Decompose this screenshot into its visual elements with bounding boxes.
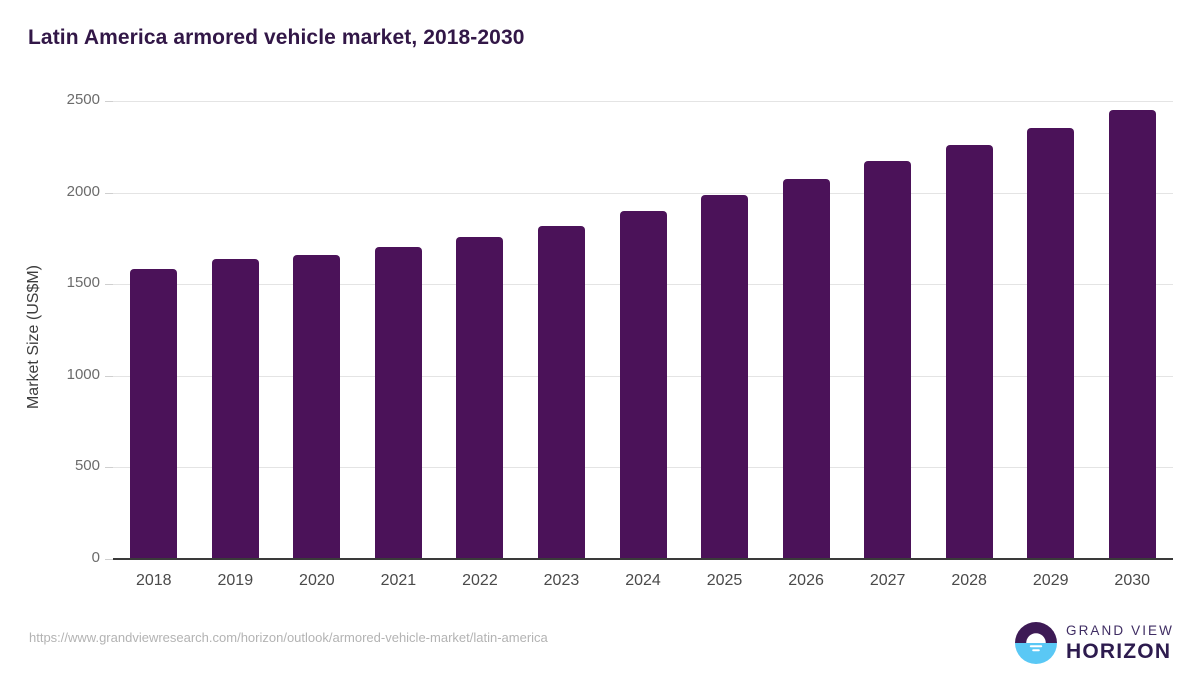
x-axis-tick-label: 2026	[788, 572, 824, 589]
bar[interactable]	[1027, 127, 1075, 559]
bar[interactable]	[374, 246, 422, 559]
bar[interactable]	[945, 144, 993, 559]
x-axis-tick-label: 2018	[135, 572, 172, 589]
brand-logo: GRAND VIEW HORIZON	[1014, 621, 1174, 665]
brand-logo-text: GRAND VIEW HORIZON	[1066, 624, 1174, 662]
x-axis-line	[113, 558, 1173, 560]
bar[interactable]	[211, 259, 259, 559]
x-axis-tick-label: 2024	[625, 572, 661, 589]
y-axis-tick-label: 1500	[66, 274, 100, 292]
chart-title: Latin America armored vehicle market, 20…	[28, 26, 525, 49]
x-axis-tick-label: 2019	[217, 572, 254, 589]
y-axis-tick-labels: 0 500 1000 1500 2000 2500	[0, 0, 100, 675]
y-axis-tick-mark	[105, 284, 113, 286]
bar[interactable]	[619, 210, 667, 559]
horizon-sun-circle-icon	[1014, 622, 1057, 664]
bar[interactable]	[537, 225, 585, 559]
y-axis-title: Market Size (US$M)	[25, 264, 42, 410]
brand-logo-top-text: GRAND VIEW	[1065, 623, 1174, 639]
y-axis-tick-label: 1000	[66, 365, 100, 383]
bar[interactable]	[701, 195, 749, 559]
bar[interactable]	[864, 161, 912, 559]
bar[interactable]	[1108, 110, 1156, 559]
x-axis-tick-label: 2025	[706, 572, 743, 589]
y-axis-tick-mark	[105, 467, 113, 469]
gridline	[113, 192, 1173, 194]
x-axis-tick-label: 2030	[1114, 572, 1151, 589]
x-axis-tick-label: 2020	[299, 572, 335, 589]
plot-area	[113, 101, 1173, 559]
y-axis-tick-label: 2500	[66, 91, 100, 108]
bar[interactable]	[782, 178, 830, 559]
y-axis-tick-label: 0	[91, 549, 100, 566]
gridline	[113, 101, 1173, 102]
bar[interactable]	[293, 254, 341, 559]
x-axis-tick-label: 2028	[951, 572, 987, 589]
x-axis-tick-label: 2029	[1032, 572, 1069, 589]
y-axis-tick-label: 500	[74, 457, 100, 475]
y-axis-tick-label: 2000	[66, 182, 100, 200]
source-url: https://www.grandviewresearch.com/horizo…	[29, 630, 548, 645]
x-axis-tick-label: 2023	[543, 572, 580, 589]
y-axis-tick-mark	[105, 101, 113, 102]
bar[interactable]	[130, 268, 178, 559]
y-axis-tick-mark	[105, 559, 113, 560]
x-axis-tick-label: 2021	[380, 572, 417, 589]
y-axis-tick-mark	[105, 375, 113, 377]
x-axis-tick-label: 2022	[462, 572, 498, 589]
x-axis-tick-label: 2027	[869, 572, 906, 589]
bar[interactable]	[456, 237, 504, 559]
y-axis-tick-mark	[105, 192, 113, 194]
brand-logo-bottom-text: HORIZON	[1065, 639, 1172, 663]
